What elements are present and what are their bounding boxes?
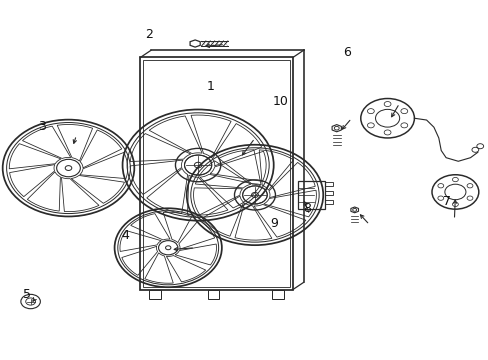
Text: 7: 7 (442, 195, 450, 208)
Bar (324, 199, 333, 204)
Bar (324, 191, 333, 195)
Bar (140, 58, 292, 289)
Text: 6: 6 (342, 46, 350, 59)
Text: 8: 8 (302, 202, 310, 215)
Text: 9: 9 (269, 216, 277, 230)
Text: 10: 10 (273, 95, 288, 108)
Bar (143, 60, 289, 287)
Bar (207, 289, 219, 298)
Text: 1: 1 (206, 80, 214, 93)
Text: 5: 5 (22, 288, 30, 301)
Text: 4: 4 (121, 229, 129, 242)
Bar (272, 289, 284, 298)
Bar (324, 182, 333, 186)
Text: 3: 3 (38, 120, 46, 133)
Text: 2: 2 (145, 28, 153, 41)
Bar (149, 289, 161, 298)
Bar (297, 181, 324, 209)
